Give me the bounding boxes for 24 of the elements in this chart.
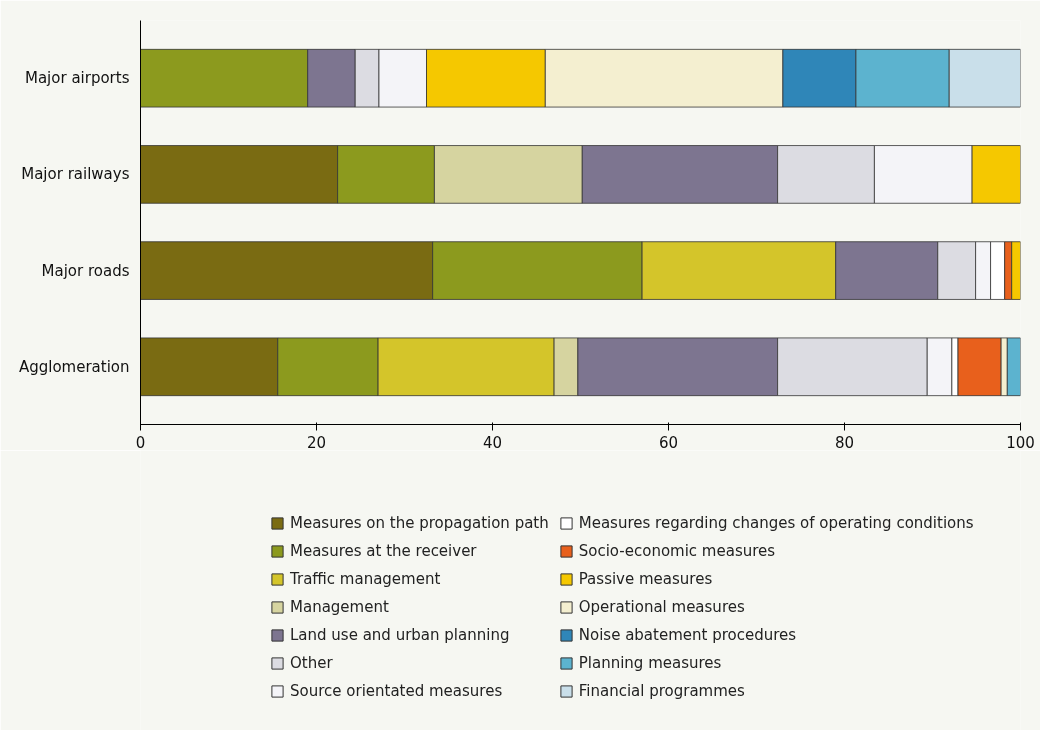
x-tick-label: 60 — [658, 433, 679, 452]
legend-label: Passive measures — [578, 570, 713, 588]
legend-label: Socio-economic measures — [578, 542, 776, 560]
legend-label: Other — [290, 654, 333, 672]
legend-label: Planning measures — [578, 654, 722, 672]
legend-label: Source orientated measures — [290, 682, 503, 700]
legend-label: Operational measures — [578, 598, 745, 616]
x-tick-label: 20 — [306, 433, 327, 452]
legend-label: Management — [290, 598, 389, 616]
legend-label: Measures at the receiver — [290, 542, 477, 560]
x-tick-label: 40 — [482, 433, 503, 452]
y-tick-label: Major railways — [21, 165, 130, 184]
legend-label: Land use and urban planning — [290, 626, 510, 644]
y-tick-label: Major roads — [41, 261, 130, 280]
y-tick-label: Major airports — [25, 69, 130, 88]
legend-label: Measures regarding changes of operating conditions — [578, 514, 974, 532]
legend-label: Measures on the propagation path — [290, 514, 549, 532]
x-tick-label: 100 — [1006, 433, 1035, 452]
x-tick-label: 80 — [834, 433, 855, 452]
legend-label: Noise abatement procedures — [578, 626, 797, 644]
legend-label: Traffic management — [290, 570, 441, 588]
x-tick-label: 0 — [135, 433, 146, 452]
legend-label: Financial programmes — [578, 682, 745, 700]
y-tick-label: Agglomeration — [18, 357, 130, 376]
